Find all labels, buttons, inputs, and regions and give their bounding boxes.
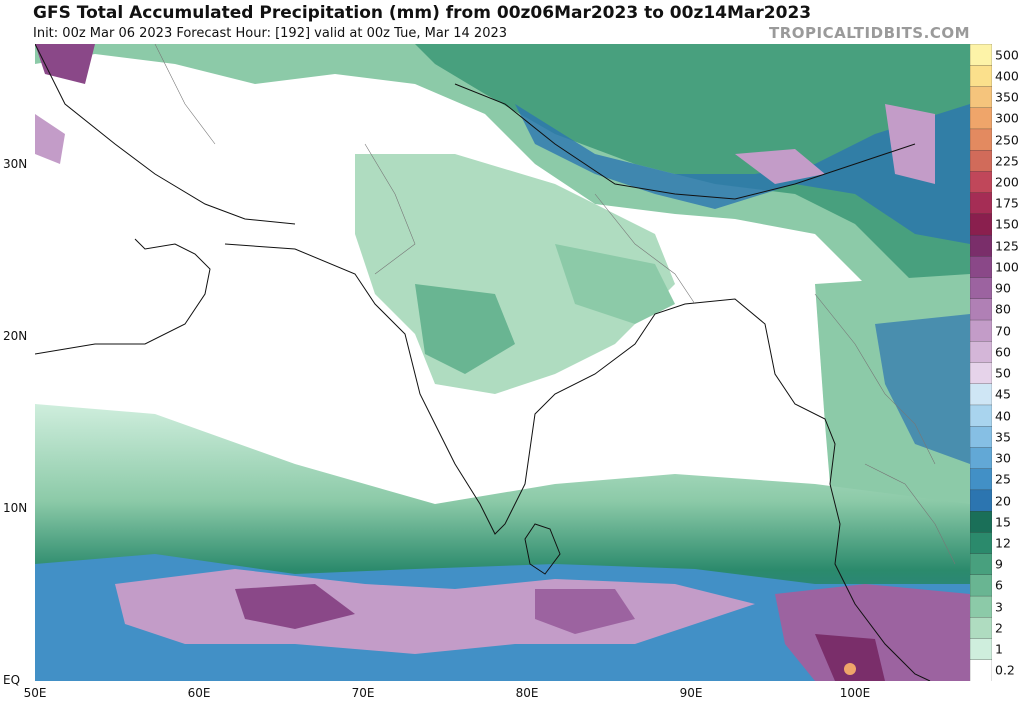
colorbar-swatch bbox=[970, 447, 992, 470]
lon-label-70e: 70E bbox=[351, 686, 375, 700]
map-subtitle: Init: 00z Mar 06 2023 Forecast Hour: [19… bbox=[33, 26, 508, 41]
colorbar-swatch bbox=[970, 510, 992, 534]
colorbar-label: 50 bbox=[995, 365, 1011, 381]
colorbar-swatch bbox=[970, 362, 992, 385]
colorbar-label: 3 bbox=[995, 599, 1003, 615]
colorbar-label: 350 bbox=[995, 89, 1019, 105]
colorbar-swatch bbox=[970, 277, 992, 300]
colorbar-swatch bbox=[970, 574, 992, 597]
lat-label-eq: EQ bbox=[3, 673, 21, 687]
colorbar-swatch bbox=[970, 489, 992, 512]
colorbar-label: 6 bbox=[995, 577, 1003, 593]
lon-label-80e: 80E bbox=[515, 686, 539, 700]
country-borders bbox=[154, 44, 956, 565]
colorbar-label: 200 bbox=[995, 174, 1019, 190]
colorbar-swatch bbox=[970, 256, 992, 279]
colorbar-label: 2 bbox=[995, 620, 1003, 636]
colorbar-label: 12 bbox=[995, 535, 1011, 551]
colorbar-label: 125 bbox=[995, 238, 1019, 254]
map-title: GFS Total Accumulated Precipitation (mm)… bbox=[33, 3, 812, 23]
colorbar-label: 90 bbox=[995, 280, 1011, 296]
colorbar-label: 400 bbox=[995, 68, 1019, 84]
colorbar-swatch bbox=[970, 107, 992, 130]
colorbar-swatch bbox=[970, 468, 992, 491]
colorbar-swatch bbox=[970, 128, 992, 151]
colorbar-swatch bbox=[970, 298, 992, 321]
colorbar-label: 60 bbox=[995, 344, 1011, 360]
lat-label-10n: 10N bbox=[3, 501, 28, 515]
colorbar-label: 150 bbox=[995, 216, 1019, 232]
colorbar-swatch bbox=[970, 659, 992, 681]
colorbar-label: 1 bbox=[995, 641, 1003, 657]
colorbar-label: 100 bbox=[995, 259, 1019, 275]
colorbar-swatch bbox=[970, 341, 992, 364]
lat-label-30n: 30N bbox=[3, 157, 28, 171]
brand-watermark: TROPICALTIDBITS.COM bbox=[769, 24, 970, 42]
colorbar-label: 45 bbox=[995, 386, 1011, 402]
colorbar-label: 70 bbox=[995, 323, 1011, 339]
colorbar-label: 300 bbox=[995, 110, 1019, 126]
colorbar-swatch bbox=[970, 171, 992, 194]
colorbar-swatch bbox=[970, 426, 992, 449]
colorbar-swatch bbox=[970, 638, 992, 661]
coastlines bbox=[35, 44, 931, 681]
colorbar-label: 30 bbox=[995, 450, 1011, 466]
colorbar-label: 0.2 bbox=[995, 662, 1015, 678]
colorbar-swatch bbox=[970, 150, 992, 173]
colorbar-swatch bbox=[970, 595, 992, 618]
colorbar-label: 20 bbox=[995, 493, 1011, 509]
colorbar-swatch bbox=[970, 319, 992, 342]
colorbar-swatch bbox=[970, 44, 992, 66]
colorbar-swatch bbox=[970, 192, 992, 215]
colorbar-label: 250 bbox=[995, 132, 1019, 148]
colorbar-label: 9 bbox=[995, 556, 1003, 572]
colorbar-label: 500 bbox=[995, 47, 1019, 63]
colorbar bbox=[970, 44, 992, 681]
colorbar-label: 40 bbox=[995, 408, 1011, 424]
colorbar-swatch bbox=[970, 86, 992, 109]
lat-label-20n: 20N bbox=[3, 329, 28, 343]
colorbar-label: 225 bbox=[995, 153, 1019, 169]
colorbar-label: 25 bbox=[995, 471, 1011, 487]
colorbar-swatch bbox=[970, 532, 992, 555]
lon-label-90e: 90E bbox=[679, 686, 703, 700]
colorbar-label: 35 bbox=[995, 429, 1011, 445]
colorbar-swatch bbox=[970, 553, 992, 576]
india-precip-region bbox=[355, 154, 675, 394]
colorbar-swatch bbox=[970, 404, 992, 427]
precipitation-map bbox=[35, 44, 970, 681]
colorbar-label: 80 bbox=[995, 301, 1011, 317]
colorbar-label: 175 bbox=[995, 195, 1019, 211]
lon-label-100e: 100E bbox=[839, 686, 871, 700]
colorbar-swatch bbox=[970, 383, 992, 406]
equatorial-precip-band bbox=[35, 404, 970, 681]
colorbar-swatch bbox=[970, 213, 992, 236]
colorbar-swatch bbox=[970, 65, 992, 88]
colorbar-swatch bbox=[970, 617, 992, 640]
lon-label-60e: 60E bbox=[187, 686, 211, 700]
colorbar-label: 15 bbox=[995, 514, 1011, 530]
north-precip-region bbox=[35, 44, 970, 344]
colorbar-swatch bbox=[970, 234, 992, 257]
lon-label-50e: 50E bbox=[23, 686, 47, 700]
